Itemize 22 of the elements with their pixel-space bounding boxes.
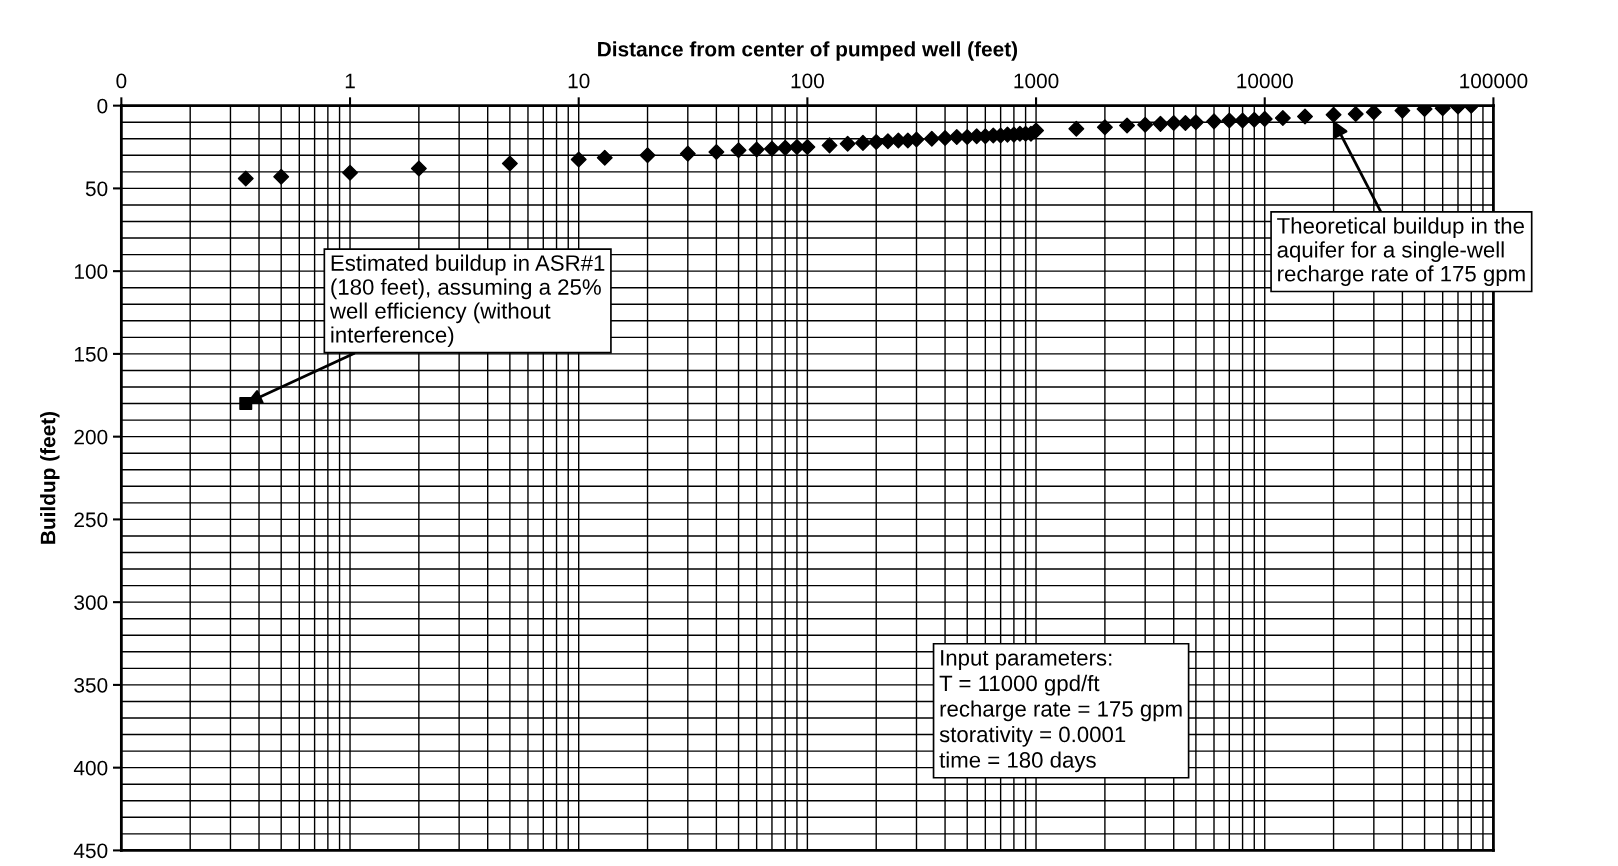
y-tick-label: 400 xyxy=(73,760,108,776)
y-tick-label: 150 xyxy=(74,346,108,362)
x-tick-label: 100000 xyxy=(1460,73,1528,89)
y-tick-label: 0 xyxy=(97,98,108,114)
y-tick-label: 300 xyxy=(74,595,108,610)
annotation: Theoretical buildup in the aquifer for a single-well recharge rate of 175 gpm xyxy=(1277,217,1525,286)
y-tick-label: 100 xyxy=(74,264,108,279)
y-tick-label: 450 xyxy=(73,843,108,859)
annotation: Input parameters: T = 11000 gpd/ft recharge rate = 175 gpm storativity = 0.0001 time = 180 days xyxy=(939,650,1182,773)
annotation: Estimated buildup in ASR#1 (180 feet), assuming a 25% well efficiency (without interference) xyxy=(329,254,605,348)
y-tick-label: 200 xyxy=(74,429,108,445)
x-tick-label: 10000 xyxy=(1237,73,1293,89)
y-tick-label: 50 xyxy=(85,181,108,197)
y-tick-label: 350 xyxy=(74,677,108,693)
x-tick-label: 1 xyxy=(345,73,355,89)
x-axis-title: Distance from center of pumped well (feet) xyxy=(598,41,1018,61)
y-tick-label: 250 xyxy=(74,512,108,528)
x-tick-label: 10 xyxy=(568,73,590,89)
x-tick-label: 100 xyxy=(791,73,824,89)
y-axis-title: Buildup (feet) xyxy=(40,411,60,544)
x-tick-label: 0 xyxy=(116,73,127,89)
x-tick-label: 1000 xyxy=(1014,73,1059,89)
